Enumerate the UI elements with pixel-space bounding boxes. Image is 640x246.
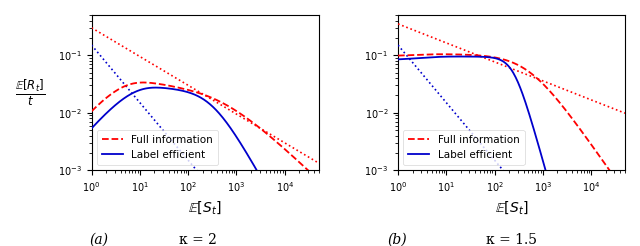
Label efficient: [294, 242, 302, 245]
Label efficient: [152, 86, 160, 89]
Legend: Full information, Label efficient: Full information, Label efficient: [403, 130, 525, 165]
Label efficient: [88, 127, 95, 130]
Label efficient: [530, 128, 538, 131]
Full information: [280, 147, 287, 150]
Text: (a): (a): [90, 232, 109, 246]
Label efficient: [227, 128, 235, 131]
Full information: [601, 162, 609, 165]
Text: (b): (b): [387, 232, 406, 246]
Label efficient: [395, 58, 403, 61]
Full information: [586, 141, 594, 144]
Full information: [88, 110, 95, 113]
Full information: [223, 104, 231, 107]
Label efficient: [223, 122, 231, 125]
Y-axis label: $\frac{\mathbb{E}[R_t]}{t}$: $\frac{\mathbb{E}[R_t]}{t}$: [15, 77, 45, 108]
Full information: [315, 179, 323, 182]
Full information: [534, 77, 541, 80]
Full information: [395, 54, 403, 57]
X-axis label: $\mathbb{E}[S_t]$: $\mathbb{E}[S_t]$: [188, 200, 222, 216]
Label efficient: [534, 141, 541, 144]
Label efficient: [223, 121, 230, 124]
Full information: [438, 53, 445, 56]
X-axis label: $\mathbb{E}[S_t]$: $\mathbb{E}[S_t]$: [495, 200, 528, 216]
Line: Label efficient: Label efficient: [92, 88, 319, 246]
Label efficient: [394, 58, 402, 61]
Full information: [88, 109, 96, 112]
Label efficient: [88, 126, 96, 129]
Full information: [394, 54, 402, 57]
Legend: Full information, Label efficient: Full information, Label efficient: [97, 130, 218, 165]
Line: Full information: Full information: [92, 82, 319, 180]
Full information: [223, 104, 230, 107]
Line: Full information: Full information: [398, 54, 625, 192]
Full information: [140, 81, 147, 84]
Full information: [621, 191, 629, 194]
Full information: [529, 74, 537, 77]
Label efficient: [529, 125, 537, 128]
Label efficient: [280, 216, 287, 219]
Full information: [530, 74, 538, 77]
Text: κ = 2: κ = 2: [179, 232, 218, 246]
Full information: [227, 106, 235, 109]
Full information: [294, 160, 302, 163]
Line: Label efficient: Label efficient: [398, 57, 625, 246]
Text: κ = 1.5: κ = 1.5: [486, 232, 538, 246]
Label efficient: [456, 55, 464, 58]
